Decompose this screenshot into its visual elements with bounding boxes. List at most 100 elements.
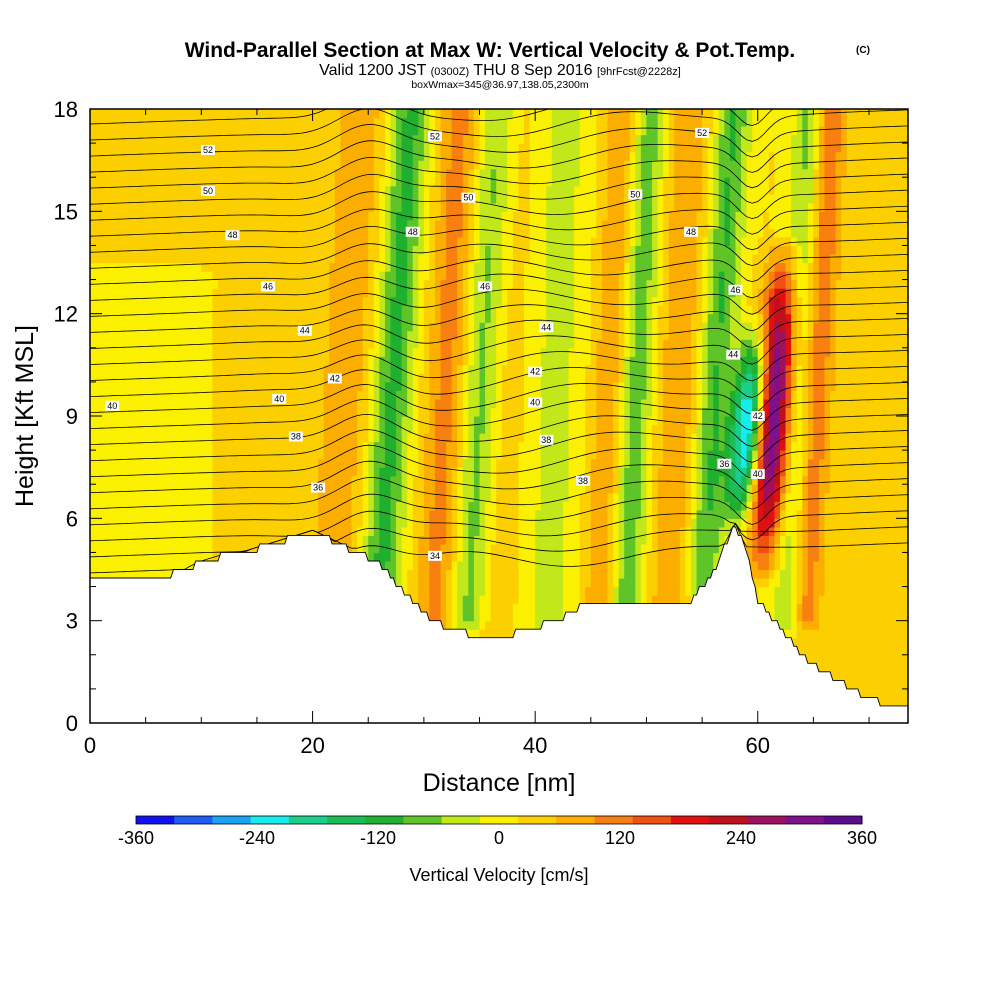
velocity-cell xyxy=(396,458,403,468)
velocity-cell xyxy=(279,441,286,451)
velocity-cell xyxy=(329,441,336,451)
velocity-cell xyxy=(229,364,236,374)
velocity-cell xyxy=(446,407,453,417)
velocity-cell xyxy=(357,535,364,545)
velocity-cell xyxy=(101,390,108,400)
velocity-cell xyxy=(95,467,102,477)
velocity-cell xyxy=(151,134,158,144)
velocity-cell xyxy=(251,509,258,519)
velocity-cell xyxy=(217,117,225,127)
velocity-cell xyxy=(106,501,113,511)
velocity-cell xyxy=(318,356,325,366)
velocity-cell xyxy=(451,356,458,366)
velocity-cell xyxy=(223,219,230,229)
velocity-cell xyxy=(123,526,130,536)
velocity-cell xyxy=(117,288,124,298)
velocity-cell xyxy=(373,467,380,477)
velocity-cell xyxy=(268,168,275,178)
velocity-cell xyxy=(334,117,341,127)
velocity-cell xyxy=(279,356,286,366)
velocity-cell xyxy=(195,526,202,536)
velocity-cell xyxy=(468,569,475,579)
velocity-cell xyxy=(279,202,286,212)
velocity-cell xyxy=(345,202,353,212)
velocity-cell xyxy=(396,168,403,178)
velocity-cell xyxy=(151,279,158,289)
velocity-cell xyxy=(279,168,286,178)
velocity-cell xyxy=(307,339,314,349)
velocity-cell xyxy=(217,168,225,178)
velocity-cell xyxy=(368,364,375,374)
velocity-cell xyxy=(262,433,269,443)
velocity-cell xyxy=(245,424,252,434)
velocity-cell xyxy=(212,450,219,460)
velocity-cell xyxy=(390,185,397,195)
velocity-cell xyxy=(279,151,286,161)
velocity-cell xyxy=(462,228,469,238)
velocity-cell xyxy=(101,441,108,451)
velocity-cell xyxy=(179,288,186,298)
velocity-cell xyxy=(112,509,119,519)
velocity-cell xyxy=(262,134,269,144)
velocity-cell xyxy=(307,305,314,315)
velocity-cell xyxy=(90,450,97,460)
velocity-cell xyxy=(373,143,380,153)
velocity-cell xyxy=(251,398,258,409)
velocity-cell xyxy=(457,185,464,195)
velocity-cell xyxy=(473,552,481,562)
velocity-cell xyxy=(301,143,308,153)
velocity-cell xyxy=(295,467,303,477)
velocity-cell xyxy=(379,151,386,161)
velocity-cell xyxy=(268,381,275,392)
velocity-cell xyxy=(468,475,475,485)
velocity-cell xyxy=(295,509,303,519)
velocity-cell xyxy=(101,339,108,349)
velocity-cell xyxy=(423,390,431,400)
velocity-cell xyxy=(95,339,102,349)
velocity-cell xyxy=(401,339,408,349)
velocity-cell xyxy=(145,467,152,477)
velocity-cell xyxy=(457,501,464,511)
velocity-cell xyxy=(351,271,358,281)
velocity-cell xyxy=(462,322,469,332)
velocity-cell xyxy=(457,160,464,170)
velocity-cell xyxy=(373,279,380,289)
velocity-cell xyxy=(273,364,280,374)
velocity-cell xyxy=(373,288,380,298)
velocity-cell xyxy=(190,560,197,571)
velocity-cell xyxy=(440,509,447,519)
velocity-cell xyxy=(351,475,358,485)
velocity-cell xyxy=(329,424,336,434)
velocity-cell xyxy=(418,296,425,306)
velocity-cell xyxy=(435,407,442,417)
velocity-cell xyxy=(134,202,141,212)
velocity-cell xyxy=(451,151,458,161)
velocity-cell xyxy=(446,245,453,255)
velocity-cell xyxy=(407,160,414,170)
velocity-cell xyxy=(195,509,202,519)
velocity-cell xyxy=(440,492,447,502)
velocity-cell xyxy=(251,416,258,426)
velocity-cell xyxy=(423,373,431,383)
velocity-cell xyxy=(295,109,303,119)
velocity-cell xyxy=(312,381,319,392)
velocity-cell xyxy=(390,160,397,170)
velocity-cell xyxy=(240,407,247,417)
velocity-cell xyxy=(156,305,163,315)
velocity-cell xyxy=(156,552,163,562)
velocity-cell xyxy=(357,501,364,511)
velocity-cell xyxy=(195,194,202,204)
velocity-cell xyxy=(290,245,297,255)
velocity-cell xyxy=(440,271,447,281)
velocity-cell xyxy=(412,569,419,579)
velocity-cell xyxy=(223,407,230,417)
velocity-cell xyxy=(407,202,414,212)
velocity-cell xyxy=(318,288,325,298)
velocity-cell xyxy=(379,441,386,451)
velocity-cell xyxy=(173,185,180,195)
velocity-cell xyxy=(101,236,108,247)
velocity-cell xyxy=(234,253,241,264)
velocity-cell xyxy=(128,398,136,409)
velocity-cell xyxy=(412,160,419,170)
velocity-cell xyxy=(307,228,314,238)
